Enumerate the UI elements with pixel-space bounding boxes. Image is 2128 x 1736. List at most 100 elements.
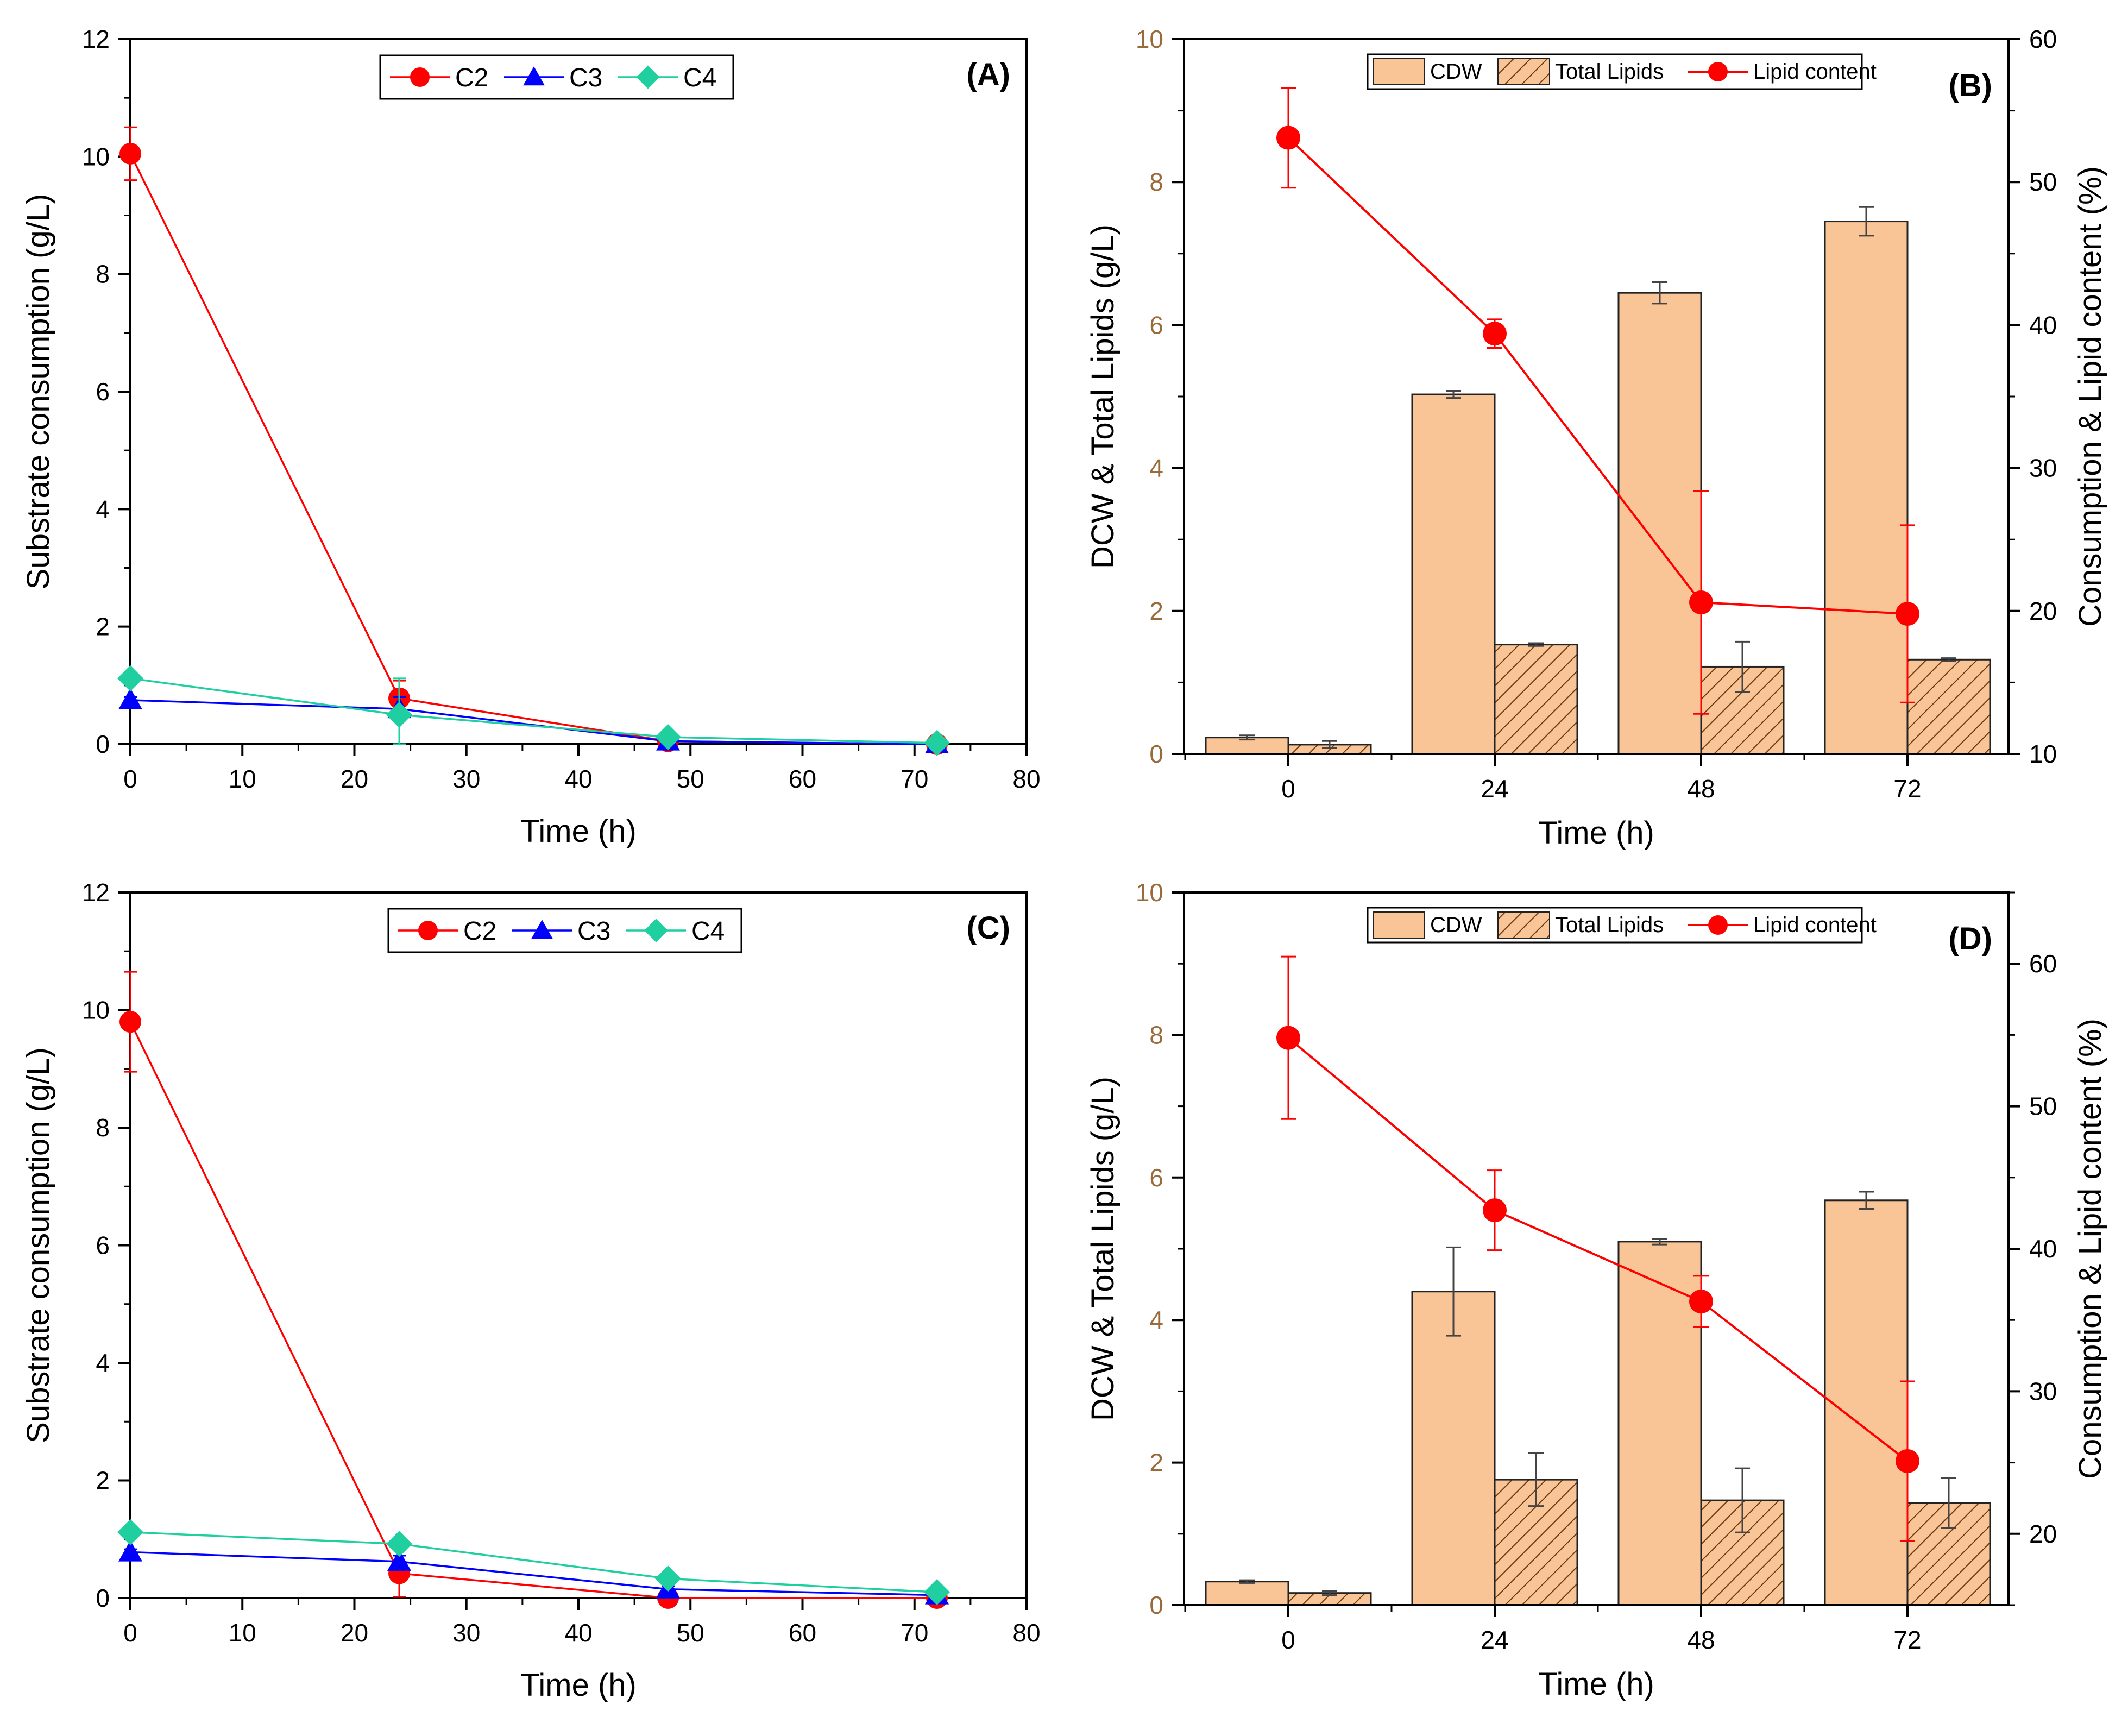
plot-frame <box>129 891 1028 1599</box>
lipid-content-point <box>1689 1290 1713 1314</box>
x-tick-label: 80 <box>1012 1619 1040 1647</box>
y-tick-label: 0 <box>1149 740 1163 768</box>
y-tick-label: 10 <box>82 142 110 171</box>
series-line <box>129 1021 937 1599</box>
legend-marker <box>523 66 545 86</box>
lipid-content-point <box>1896 602 1919 626</box>
legend-label: C3 <box>577 917 610 946</box>
series-total-lipids <box>1287 1452 1991 1606</box>
cdw-bar <box>1205 1581 1289 1606</box>
x-tick-label: 0 <box>1281 1626 1295 1654</box>
x-tick-label: 40 <box>564 765 592 793</box>
total-lipids-error-bar <box>1528 1452 1544 1507</box>
total-lipids-error-bar <box>1941 657 1956 662</box>
series-c4 <box>117 665 950 756</box>
series-line <box>129 153 937 745</box>
data-point <box>119 142 141 165</box>
x-tick-label: 20 <box>341 765 368 793</box>
series-cdw <box>1205 206 1909 755</box>
y-tick-label: 4 <box>96 1349 110 1377</box>
x-tick-label: 10 <box>229 765 256 793</box>
y-tick-label: 8 <box>1149 1021 1163 1049</box>
total-lipids-error-bar <box>1322 740 1337 749</box>
legend-marker <box>636 65 660 89</box>
cdw-error-bar <box>1446 389 1461 399</box>
data-point <box>924 1579 950 1606</box>
x-axis-label: Time (h) <box>1538 815 1654 851</box>
total-lipids-bar <box>1494 644 1578 755</box>
legend-label: C4 <box>691 917 725 946</box>
panel-label: (D) <box>1948 921 1992 957</box>
y-right-tick-label: 60 <box>2029 949 2057 978</box>
y-tick-label: 8 <box>96 260 110 288</box>
data-point <box>386 701 412 728</box>
legend-label: Lipid content <box>1753 913 1877 937</box>
y-tick-label: 6 <box>96 1231 110 1260</box>
legend-label: Total Lipids <box>1555 60 1664 84</box>
x-tick-label: 10 <box>229 1619 256 1647</box>
x-tick-label: 24 <box>1481 775 1508 803</box>
y-tick-label: 2 <box>96 613 110 641</box>
y-right-tick-label: 30 <box>2029 1377 2057 1405</box>
y-right-axis-label: Consumption & Lipid content (%) <box>2073 1018 2108 1479</box>
y-tick-label: 10 <box>1136 878 1163 907</box>
x-tick-label: 80 <box>1012 765 1040 793</box>
y-tick-label: 6 <box>96 378 110 406</box>
y-tick-label: 8 <box>1149 168 1163 196</box>
x-tick-label: 60 <box>789 765 816 793</box>
total-lipids-error-bar <box>1941 1477 1956 1529</box>
x-tick-label: 20 <box>341 1619 368 1647</box>
y-tick-label: 6 <box>1149 1163 1163 1192</box>
total-lipids-error-bar <box>1735 1467 1750 1533</box>
y-right-tick-label: 20 <box>2029 597 2057 625</box>
legend-swatch-total-lipids <box>1497 911 1550 939</box>
series-cdw <box>1205 1191 1909 1606</box>
data-point <box>387 1549 411 1571</box>
panel-c: 0 10 20 30 40 50 60 70 80 0 2 4 6 8 10 12 Time (h) Substr… <box>21 878 1041 1703</box>
legend-label: CDW <box>1430 913 1482 937</box>
plot-frame <box>129 38 1028 745</box>
data-point <box>386 1531 412 1557</box>
x-tick-label: 30 <box>452 765 480 793</box>
x-tick-label: 0 <box>123 1619 137 1647</box>
legend-swatch-cdw <box>1373 58 1425 85</box>
y-tick-label: 6 <box>1149 311 1163 339</box>
legend-swatch-total-lipids <box>1497 58 1550 85</box>
y-tick-label: 10 <box>82 996 110 1024</box>
cdw-error-bar <box>1859 206 1874 237</box>
lipid-content-point <box>1689 590 1713 615</box>
y-right-tick-label: 50 <box>2029 1092 2057 1121</box>
y-tick-label: 0 <box>96 1584 110 1612</box>
data-point <box>655 1565 681 1592</box>
total-lipids-error-bar <box>1528 642 1544 647</box>
x-tick-label: 24 <box>1481 1626 1508 1654</box>
lipid-content-point <box>1276 125 1300 150</box>
legend-box <box>1367 907 1863 944</box>
legend-label: Total Lipids <box>1555 913 1664 937</box>
y-right-axis-label: Consumption & Lipid content (%) <box>2073 166 2108 627</box>
legend-marker <box>644 919 668 942</box>
x-tick-label: 72 <box>1893 1626 1921 1654</box>
total-lipids-bar <box>1494 1479 1578 1606</box>
legend-label: C4 <box>683 64 716 92</box>
legend-label: C2 <box>455 64 488 92</box>
y-right-tick-label: 30 <box>2029 454 2057 482</box>
y-right-tick-label: 10 <box>2029 740 2057 768</box>
cdw-bar <box>1824 221 1909 755</box>
series-line <box>130 1551 937 1596</box>
lipid-content-point <box>1483 1198 1507 1223</box>
legend-label: Lipid content <box>1753 60 1877 84</box>
series-total-lipids <box>1287 640 1991 755</box>
legend: C2 C3 C4 <box>379 54 734 100</box>
lipid-content-line <box>1287 1037 1909 1462</box>
y-axis-label: Substrate consumption (g/L) <box>21 194 56 590</box>
y-axis-label: DCW & Total Lipids (g/L) <box>1085 224 1120 569</box>
y-right-tick-label: 40 <box>2029 311 2057 339</box>
legend-label: CDW <box>1430 60 1482 84</box>
y-tick-label: 4 <box>1149 454 1163 482</box>
data-point <box>119 1011 141 1033</box>
legend-marker <box>418 921 438 940</box>
series-c2 <box>119 971 948 1609</box>
